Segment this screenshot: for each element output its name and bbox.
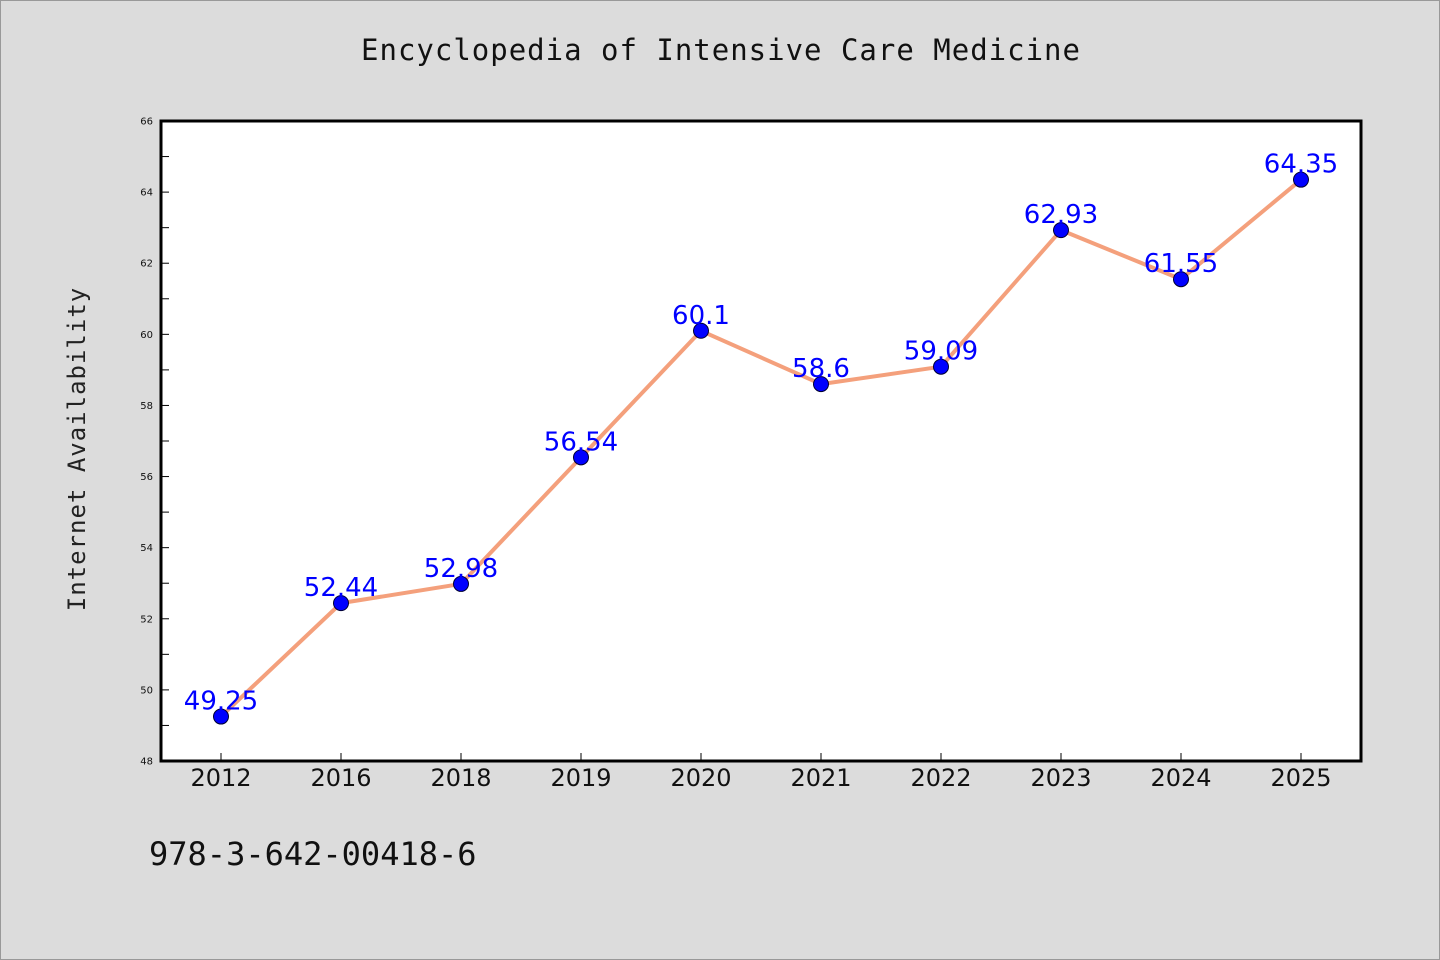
x-tick-label: 2020 [670,764,731,792]
data-label: 59.09 [904,337,978,367]
data-point [1053,222,1069,239]
x-tick-label: 2018 [430,764,491,792]
x-tick-label: 2016 [310,764,371,792]
y-tick-label: 64 [140,188,153,199]
y-tick-label: 54 [140,543,153,554]
y-tick-label: 58 [140,401,153,412]
data-point [933,358,949,375]
series-markers [213,171,1309,725]
data-point [333,595,349,612]
x-tick-label: 2021 [790,764,851,792]
plot-frame [159,119,1363,763]
data-label: 60.1 [672,301,730,331]
data-label: 52.44 [304,573,378,603]
y-tick-label: 52 [140,614,153,625]
data-label: 49.25 [184,687,258,717]
y-tick-label: 56 [140,472,153,483]
x-axis-ticks: 2012 2016 2018 2019 2020 2021 2022 2023 2024 2025 [190,753,1332,792]
data-labels: 49.25 52.44 52.98 56.54 60.1 58.6 59.09 62.93 61… [184,150,1338,717]
x-tick-label: 2023 [1030,764,1091,792]
plot-area [161,121,1361,761]
data-point [573,449,589,466]
data-label: 61.55 [1144,249,1218,279]
x-tick-label: 2025 [1270,764,1331,792]
data-label: 56.54 [544,427,618,457]
data-label: 58.6 [792,354,850,384]
y-tick-label: 60 [140,330,153,341]
x-tick-label: 2022 [910,764,971,792]
y-tick-label: 62 [140,259,153,270]
data-point [453,575,469,592]
y-tick-label: 48 [140,757,153,768]
series-line [219,177,1303,719]
y-tick-label: 66 [140,117,153,128]
data-label: 62.93 [1024,200,1098,230]
data-label: 64.35 [1264,150,1338,180]
isbn-label: 978-3-642-00418-6 [149,835,477,873]
data-point [1173,271,1189,288]
chart-title: Encyclopedia of Intensive Care Medicine [361,33,1081,67]
y-tick-label: 50 [140,685,153,696]
data-point [1293,171,1309,188]
y-axis-label: Internet Availability [63,287,91,611]
data-label: 52.98 [424,554,498,584]
x-tick-label: 2024 [1150,764,1211,792]
x-tick-label: 2019 [550,764,611,792]
data-point [693,322,709,339]
data-point [213,708,229,725]
x-tick-label: 2012 [190,764,251,792]
data-point [813,376,829,393]
